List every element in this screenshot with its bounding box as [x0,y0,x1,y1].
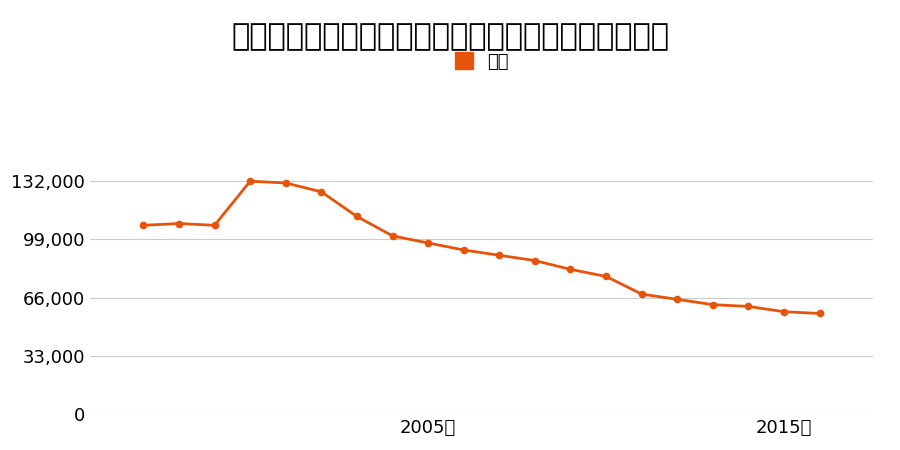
Text: 徳島県徳島市南沖洲１丁目３５４番１０外の地価推移: 徳島県徳島市南沖洲１丁目３５４番１０外の地価推移 [231,22,669,51]
Legend: 価格: 価格 [454,52,508,71]
